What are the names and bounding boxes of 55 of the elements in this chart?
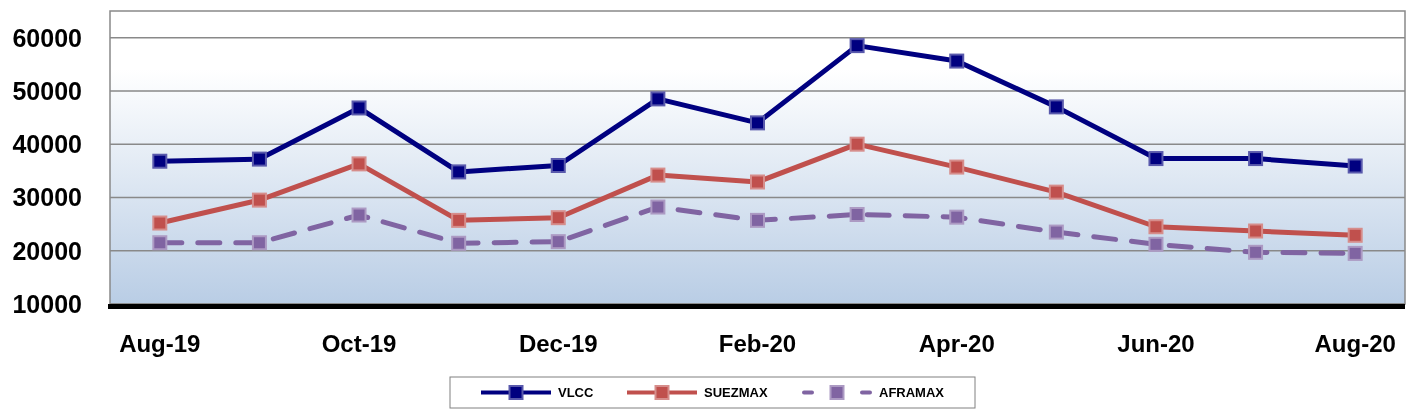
legend-label: AFRAMAX [879, 385, 945, 400]
point [152, 215, 168, 231]
point [1347, 158, 1363, 174]
point [451, 235, 467, 251]
point [550, 157, 566, 173]
point [650, 91, 666, 107]
point [351, 207, 367, 223]
point [550, 210, 566, 226]
x-tick-label: Aug-20 [1314, 330, 1396, 357]
point [1048, 224, 1064, 240]
point [351, 100, 367, 116]
point [1048, 99, 1064, 115]
point [750, 115, 765, 131]
point [1248, 223, 1264, 239]
point [1248, 151, 1264, 167]
point [451, 164, 467, 180]
y-tick-label: 20000 [12, 236, 82, 265]
y-tick-label: 10000 [12, 290, 82, 318]
point [650, 199, 666, 215]
point [152, 235, 168, 251]
y-tick-label: 40000 [12, 130, 82, 159]
x-tick-label: Apr-20 [918, 330, 995, 357]
point [849, 38, 865, 54]
x-tick-label: Oct-19 [321, 330, 397, 357]
point [849, 207, 865, 222]
point [750, 174, 765, 190]
point [1347, 245, 1363, 261]
point [750, 212, 765, 228]
x-tick-label: Jun-20 [1117, 330, 1195, 357]
x-tick-label: Aug-19 [119, 330, 201, 357]
y-tick-label: 30000 [12, 183, 82, 212]
point [550, 234, 566, 250]
legend-label: SUEZMAX [704, 385, 768, 400]
point [251, 235, 267, 251]
point [949, 53, 965, 69]
point [351, 156, 367, 172]
point [251, 151, 267, 167]
point [152, 153, 168, 169]
y-tick-label: 50000 [12, 76, 82, 105]
point [849, 136, 865, 152]
x-tick-label: Dec-19 [518, 330, 598, 357]
point [1148, 219, 1164, 235]
point [949, 159, 965, 175]
y-tick-label: 60000 [12, 23, 82, 52]
point [1048, 184, 1064, 200]
x-tick-label: Feb-20 [718, 330, 797, 357]
point [251, 192, 267, 208]
point [1148, 151, 1164, 167]
point [451, 212, 467, 228]
point [949, 209, 965, 225]
point [1347, 227, 1363, 243]
point [1248, 244, 1264, 260]
point [650, 167, 666, 183]
point [1148, 236, 1164, 252]
legend-label: VLCC [558, 385, 594, 400]
